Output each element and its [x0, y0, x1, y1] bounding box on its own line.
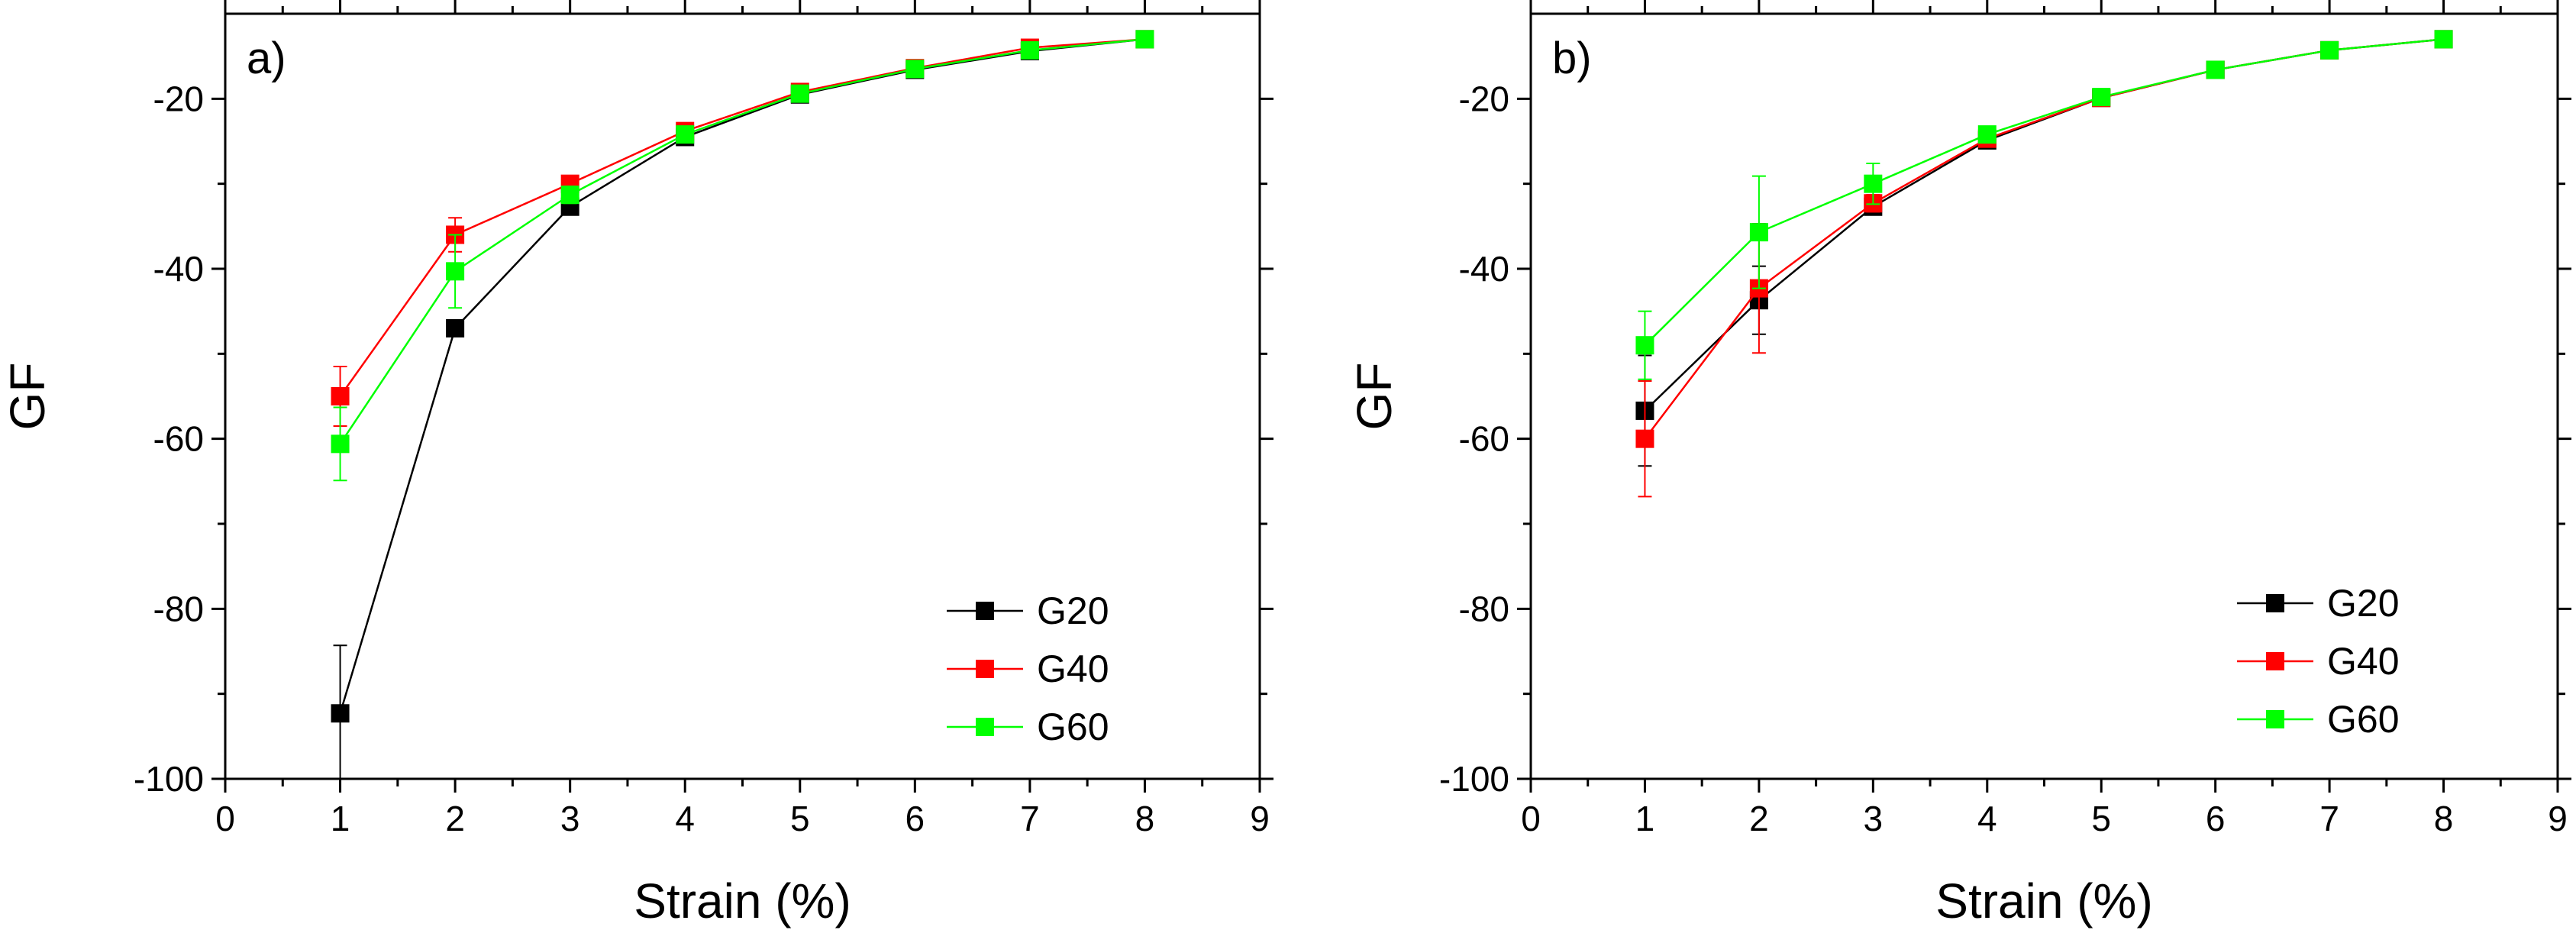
- data-point: [446, 262, 465, 281]
- x-tick-label: 2: [1749, 799, 1769, 838]
- legend-marker: [976, 718, 994, 736]
- x-tick-label: 5: [790, 799, 810, 838]
- data-point: [1020, 40, 1039, 60]
- legend-label: G40: [1037, 648, 1109, 690]
- legend-label: G60: [2327, 698, 2400, 741]
- x-tick-label: 4: [675, 799, 695, 838]
- x-tick-label: 4: [1977, 799, 1997, 838]
- y-tick-label: -40: [1459, 249, 1509, 289]
- legend-label: G60: [1037, 706, 1109, 748]
- x-tick-label: 9: [2548, 799, 2568, 838]
- x-tick-label: 7: [1020, 799, 1040, 838]
- series-G60: [1635, 30, 2453, 380]
- data-point: [1864, 174, 1883, 193]
- x-axis-title: Strain (%): [634, 874, 851, 928]
- legend-label: G40: [2327, 640, 2400, 683]
- panel-label: b): [1552, 34, 1592, 83]
- series-G60: [331, 30, 1154, 482]
- data-point: [2092, 88, 2111, 107]
- y-tick-label: -60: [153, 419, 204, 459]
- legend-label: G20: [1037, 589, 1109, 632]
- x-tick-label: 8: [2434, 799, 2454, 838]
- data-point: [560, 186, 579, 205]
- y-tick-label: -80: [153, 589, 204, 628]
- y-axis-title: GF: [0, 363, 55, 431]
- series-line: [339, 38, 1145, 445]
- legend-marker: [2266, 594, 2284, 612]
- data-point: [1635, 429, 1654, 448]
- panel-label: a): [247, 34, 286, 83]
- x-tick-label: 3: [1864, 799, 1884, 838]
- series-G20: [331, 30, 1154, 779]
- series-line: [339, 38, 1145, 397]
- legend: G20 G40 G60: [947, 589, 1109, 748]
- x-tick-label: 9: [1250, 799, 1270, 838]
- y-tick-label: -40: [153, 249, 204, 289]
- data-point: [905, 60, 925, 79]
- y-tick-label: -60: [1459, 419, 1509, 459]
- x-tick-label: 3: [560, 799, 580, 838]
- data-point: [331, 704, 350, 723]
- data-point: [676, 125, 695, 144]
- legend-marker: [2266, 652, 2284, 670]
- y-tick-label: -100: [134, 759, 204, 799]
- y-tick-label: -80: [1459, 589, 1509, 628]
- y-tick-label: -20: [1459, 79, 1509, 118]
- x-tick-label: 6: [2206, 799, 2226, 838]
- x-tick-label: 8: [1135, 799, 1155, 838]
- x-tick-label: 1: [1635, 799, 1655, 838]
- legend-label: G20: [2327, 582, 2400, 625]
- data-point: [790, 84, 809, 103]
- plot-frame: [1529, 12, 2559, 780]
- x-tick-label: 5: [2091, 799, 2111, 838]
- x-tick-label: 0: [1521, 799, 1541, 838]
- chart-panel-1: 0 1 2 3 4 5 6 7 8 9 -100 -80 -60 -40 -20 Strain (%) GF a)…: [0, 0, 1273, 928]
- y-tick-label: -100: [1439, 759, 1509, 799]
- x-tick-label: 7: [2319, 799, 2339, 838]
- x-axis-title: Strain (%): [1935, 874, 2153, 928]
- legend-marker: [976, 602, 994, 620]
- data-point: [331, 387, 350, 405]
- data-point: [2206, 60, 2225, 79]
- chart-panel-2: 0 1 2 3 4 5 6 7 8 9 -100 -80 -60 -40 -20 Strain (%) GF b)…: [1347, 0, 2571, 928]
- data-point: [331, 434, 350, 454]
- data-point: [446, 318, 465, 337]
- x-tick-label: 2: [445, 799, 465, 838]
- y-tick-label: -20: [153, 79, 204, 118]
- x-tick-label: 0: [215, 799, 235, 838]
- data-point: [1977, 125, 1997, 144]
- data-point: [1749, 223, 1768, 242]
- data-point: [1135, 30, 1154, 49]
- series-G40: [331, 30, 1154, 427]
- legend-marker: [976, 660, 994, 678]
- series-line: [1644, 38, 2444, 347]
- data-point: [2320, 40, 2339, 60]
- data-point: [2434, 30, 2453, 49]
- legend: G20 G40 G60: [2237, 582, 2400, 741]
- legend-marker: [2266, 710, 2284, 728]
- y-axis-title: GF: [1347, 363, 1402, 431]
- data-point: [1635, 336, 1654, 355]
- x-tick-label: 6: [905, 799, 925, 838]
- x-tick-label: 1: [331, 799, 350, 838]
- series-line: [339, 38, 1145, 714]
